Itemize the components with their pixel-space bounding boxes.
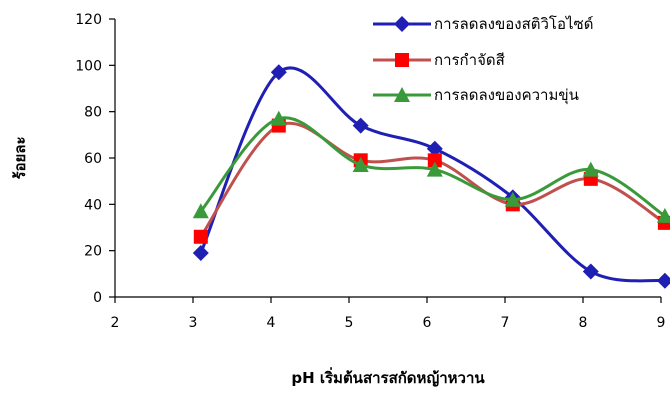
data-point-diamond: [352, 117, 369, 134]
series-line: [199, 66, 666, 283]
x-tick-label: 8: [579, 315, 588, 331]
y-axis-ticks: 0 20 40 60 80 100 120: [75, 12, 115, 306]
y-tick-label: 120: [75, 12, 102, 28]
data-point-square: [193, 229, 208, 244]
x-tick-label: 7: [501, 315, 510, 331]
series-layer: [192, 64, 670, 289]
legend-item: การกำจัดสี: [373, 51, 505, 69]
data-point-triangle: [504, 191, 521, 207]
y-axis-title: ร้อยละ: [11, 136, 29, 179]
data-point-triangle: [656, 207, 670, 223]
x-axis-ticks: 2 3 4 5 6 7 8 9: [111, 297, 666, 331]
legend-item: การลดลงของสติวิโอไซด์: [373, 15, 593, 33]
x-tick-label: 5: [345, 315, 354, 331]
x-tick-label: 2: [111, 315, 120, 331]
data-point-triangle: [270, 110, 287, 126]
data-point-diamond: [582, 263, 599, 280]
y-tick-label: 100: [75, 58, 102, 74]
x-axis-title: pH เริ่มต้นสารสกัดหญ้าหวาน: [291, 367, 485, 387]
y-tick-label: 60: [84, 151, 102, 167]
legend-label: การลดลงของความขุ่น: [434, 86, 579, 105]
legend-label: การกำจัดสี: [434, 51, 505, 69]
y-tick-label: 20: [84, 244, 102, 260]
x-tick-label: 4: [267, 315, 276, 331]
data-point-triangle: [192, 203, 209, 219]
legend-marker-square: [395, 53, 409, 67]
y-tick-label: 0: [93, 290, 102, 306]
data-point-diamond: [426, 140, 443, 157]
series-3: [192, 110, 670, 223]
x-tick-label: 9: [657, 315, 666, 331]
x-tick-label: 6: [423, 315, 432, 331]
data-point-triangle: [426, 161, 443, 177]
legend-label: การลดลงของสติวิโอไซด์: [434, 15, 593, 33]
series-2: [193, 118, 670, 244]
data-point-triangle: [582, 161, 599, 177]
x-tick-label: 3: [189, 315, 198, 331]
data-point-triangle: [352, 156, 369, 172]
data-point-square: [427, 153, 442, 168]
data-point-diamond: [192, 244, 209, 261]
legend: การลดลงของสติวิโอไซด์การกำจัดสีการลดลงขอ…: [373, 15, 593, 105]
legend-item: การลดลงของความขุ่น: [373, 86, 579, 105]
y-tick-label: 40: [84, 197, 102, 213]
plot-area: 2 3 4 5 6 7 8 9 0 20 40 60 80 100 120: [75, 12, 670, 331]
data-point-diamond: [656, 272, 670, 289]
legend-marker-diamond: [394, 16, 410, 32]
y-tick-label: 80: [84, 105, 102, 121]
legend-marker-triangle: [394, 87, 410, 102]
data-point-diamond: [270, 64, 287, 81]
